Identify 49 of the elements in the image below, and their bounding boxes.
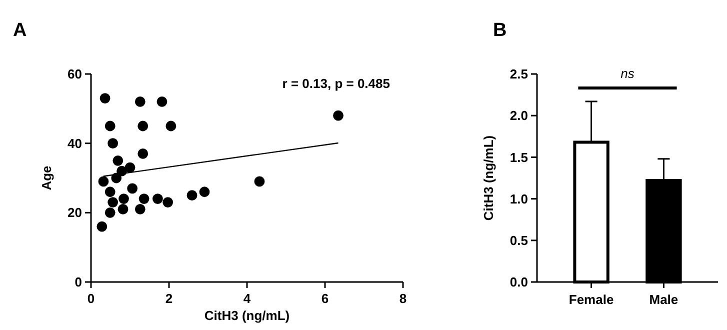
point <box>138 148 148 159</box>
y-axis-title: Age <box>39 166 54 190</box>
annotation: r = 0.13, p = 0.485 <box>282 76 390 91</box>
point <box>333 110 344 121</box>
x-axis-title: CitH3 (ng/mL) <box>204 308 290 323</box>
y-tick-label: 40 <box>68 136 82 151</box>
point <box>134 204 146 214</box>
point <box>118 204 128 214</box>
x-tick-label: 0 <box>87 291 95 306</box>
x-tick-label: 4 <box>243 291 252 306</box>
point <box>166 120 176 132</box>
point <box>152 194 163 204</box>
y-tick-label: 2.0 <box>510 108 528 124</box>
point <box>100 93 110 104</box>
point <box>254 176 265 187</box>
point <box>186 190 198 201</box>
point <box>127 183 138 194</box>
x-tick-label: 6 <box>321 291 329 306</box>
point <box>162 197 174 208</box>
point <box>138 120 148 132</box>
point <box>108 197 118 208</box>
y-tick-label: 60 <box>68 66 82 82</box>
x-tick-label: Male <box>649 292 678 307</box>
y-tick-label: 1.0 <box>510 191 528 206</box>
y-tick-label: 0.0 <box>510 274 528 290</box>
y-tick-label: 0.5 <box>510 232 528 248</box>
text: A <box>13 20 27 41</box>
x-tick-label: Female <box>568 292 614 307</box>
point <box>98 176 109 187</box>
annotation: ns <box>620 66 635 81</box>
point <box>108 138 118 149</box>
point <box>199 186 210 198</box>
point <box>134 96 146 107</box>
point <box>96 221 108 232</box>
y-tick-label: 2.5 <box>510 66 528 82</box>
y-tick-label: 1.5 <box>510 150 528 165</box>
point <box>156 96 168 107</box>
text: B <box>493 20 507 41</box>
point <box>104 186 116 198</box>
point <box>118 194 129 204</box>
point <box>104 207 116 218</box>
y-tick-label: 0 <box>74 274 82 290</box>
point <box>112 155 124 166</box>
y-tick-label: 20 <box>68 205 82 220</box>
x-tick-label: 2 <box>165 291 173 306</box>
y-axis-title: CitH3 (ng/mL) <box>481 135 496 221</box>
x-tick-label: 8 <box>399 291 407 306</box>
point <box>104 120 116 132</box>
point <box>138 194 150 204</box>
